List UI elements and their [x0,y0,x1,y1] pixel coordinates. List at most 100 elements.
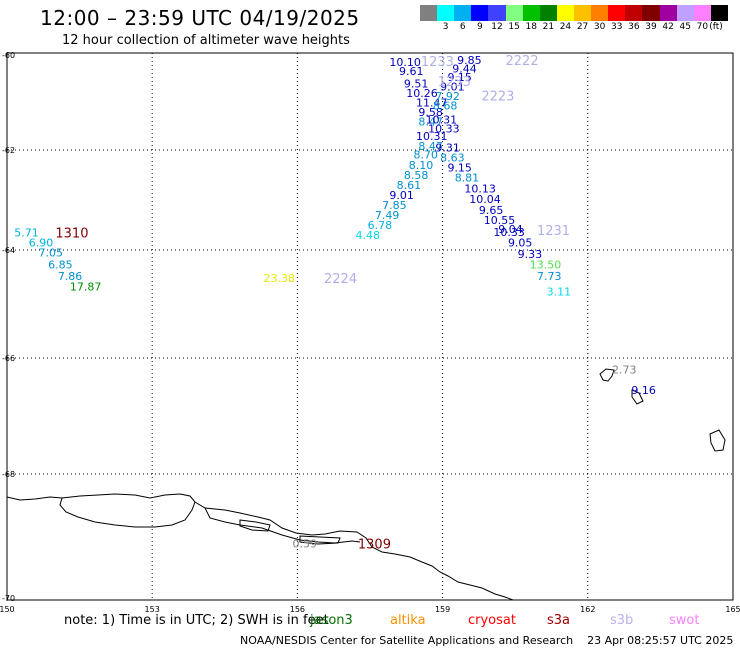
colorbar-swatch [659,5,677,21]
wave-height-value: 7.49 [375,209,400,222]
note-line: note: 1) Time is in UTC; 2) SWH is in fe… [64,613,329,628]
wave-height-value: 10.55 [484,214,516,227]
colorbar-label: 33 [611,22,623,32]
wave-height-value: 10.26 [406,87,438,100]
map-title: 12:00 – 23:59 UTC 04/19/2025 [40,6,360,30]
colorbar-swatch [573,5,592,21]
lon-tick-label: 162 [580,605,595,614]
wave-height-value: 6.90 [29,237,53,250]
pass-id-label: 1309 [358,537,391,552]
pass-id-label: 2222 [506,54,539,69]
wave-height-value: 8.61 [397,179,422,192]
colorbar-label: 12 [491,22,503,32]
wave-height-value: 9.85 [457,54,482,67]
island-balleny-3 [709,429,726,452]
colorbar-swatch [420,5,438,21]
wave-height-value: 10.31 [426,114,458,127]
wave-height-value: 9.15 [447,71,472,84]
lat-tick-label: -62 [2,146,15,155]
wave-height-value: 3.11 [547,286,572,299]
colorbar-swatch [556,5,574,21]
colorbar-swatch [676,5,694,21]
wave-height-value: 6.78 [368,219,393,232]
wave-height-value: 8.58 [404,169,429,182]
wave-height-value: 9.04 [498,223,523,236]
pass-id-labels: 1233 1233 2222 2223 1231 1310 2224 1309 [55,54,570,553]
colorbar-swatch [693,5,711,21]
wave-height-value: 8.81 [455,172,480,185]
wave-height-value: 8.47 [418,116,443,129]
graticule [7,53,733,600]
wave-height-value: 8.10 [409,159,434,172]
pass-id-label: 1310 [55,227,88,242]
satellite-legend-swot: swot [669,613,700,628]
wave-height-value: 7.92 [435,90,460,103]
wave-height-value: 10.33 [493,226,525,239]
wave-height-value: 7.85 [382,199,407,212]
lon-tick-label: 165 [725,605,740,614]
wave-height-value: 4.48 [355,229,380,242]
wave-height-value: 7.73 [537,270,562,283]
wave-height-value: 9.65 [479,204,504,217]
footer-credit: NOAA/NESDIS Center for Satellite Applica… [240,634,574,647]
colorbar-swatch [522,5,540,21]
axis-tick-labels: -60 -62 -64 -66 -68 -70 150 153 156 159 162 165 [0,51,740,614]
lon-tick-label: 159 [435,605,450,614]
footer-timestamp: 23 Apr 08:25:57 UTC 2025 [587,634,734,647]
colorbar-label: 24 [559,22,572,32]
colorbar-label: 15 [508,22,520,32]
colorbar-swatch [642,5,660,21]
wave-height-value: 7.86 [58,270,83,283]
note-text: note: 1) Time is in UTC; 2) SWH is in fe… [64,613,329,628]
colorbar-label: 18 [525,22,537,32]
wave-height-value: 9.16 [631,384,656,397]
colorbar-label: 9 [477,22,483,32]
colorbar-label: 70 [696,22,709,32]
colorbar [420,5,728,21]
colorbar-label: 39 [645,22,657,32]
lat-tick-label: -70 [2,594,15,603]
wave-height-value: 9.61 [399,65,424,78]
pass-id-label: 2224 [324,272,357,287]
wave-height-labels: 10.109.619.5110.2611.479.588.4710.3110.3… [14,54,656,551]
pass-id-label: 1233 [421,55,454,70]
wave-height-value: 9.51 [404,78,429,91]
pass-id-label: 1231 [537,224,570,239]
colorbar-swatch [471,5,489,21]
colorbar-swatch [505,5,523,21]
colorbar-swatch [710,5,728,21]
wave-height-value: 0.59 [293,537,318,550]
coastline [6,368,726,601]
colorbar-label: 3 [442,22,449,32]
wave-height-value: 2.73 [612,364,637,377]
pass-id-label: 2223 [481,89,514,104]
lat-tick-label: -66 [2,354,15,363]
wave-height-value: 10.33 [428,123,460,136]
wave-height-value: 8.70 [414,149,439,162]
colorbar-swatch [539,5,557,21]
wave-height-value: 10.10 [389,56,421,69]
wave-height-value: 13.50 [530,259,562,272]
satellite-legend-cryosat: cryosat [468,613,516,628]
colorbar-label: 27 [576,22,589,32]
map-subtitle: 12 hour collection of altimeter wave hei… [62,33,350,48]
colorbar-label: 36 [628,22,640,32]
wave-height-value: 9.44 [452,62,477,75]
satellite-legend-altika: altika [390,613,426,628]
satellite-legend-s3a: s3a [547,613,571,628]
island-balleny-1 [599,368,615,382]
wave-height-value: 8.68 [433,99,458,112]
colorbar-swatch [488,5,506,21]
satellite-legend-s3b: s3b [610,613,634,628]
wave-height-value: 9.58 [418,106,443,119]
wave-height-value: 11.47 [416,97,448,110]
footer: NOAA/NESDIS Center for Satellite Applica… [240,634,733,647]
wave-height-value: 23.38 [264,272,296,285]
pass-id-label: 1233 [438,75,471,90]
coastal-island-b [299,535,341,545]
wave-height-value: 9.01 [440,80,465,93]
wave-height-value: 7.05 [38,247,63,260]
map-frame [6,52,734,601]
coastal-inlet [204,507,361,544]
